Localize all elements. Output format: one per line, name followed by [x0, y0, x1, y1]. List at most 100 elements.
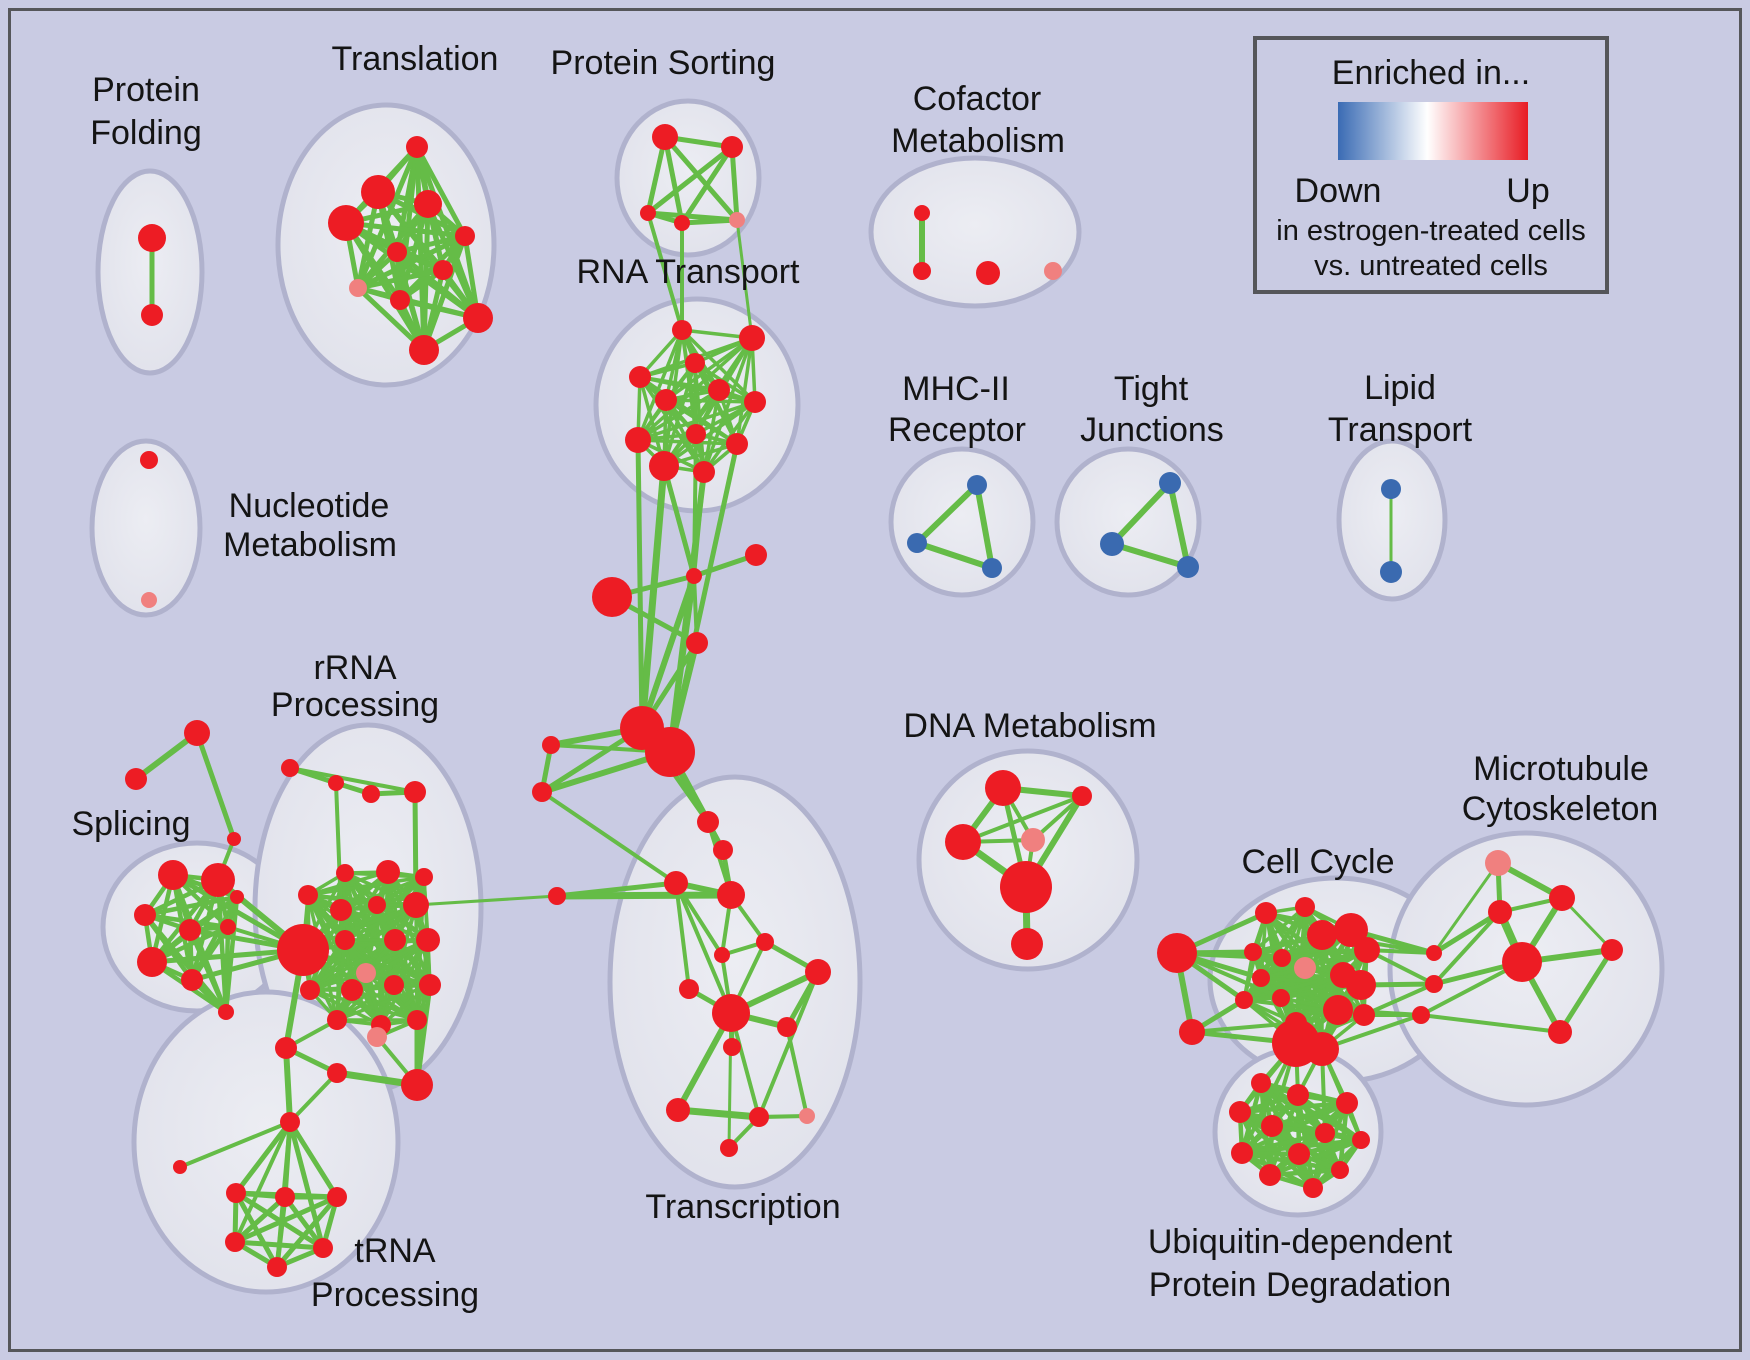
- edge-rrna_processing: [335, 983, 432, 1022]
- node-ubiquitin-0: [1251, 1073, 1271, 1093]
- node-connectors-1: [125, 768, 147, 790]
- cluster-ellipse-cofactor_metabolism: [868, 155, 1082, 309]
- node-transcription-1: [713, 840, 733, 860]
- node-microtubule-2: [1488, 900, 1512, 924]
- node-trna_processing-7: [267, 1257, 287, 1277]
- node-ubiquitin-9: [1331, 1161, 1349, 1179]
- node-transcription-3: [717, 881, 745, 909]
- node-tight_junctions-2: [1177, 556, 1199, 578]
- edge-cell_cycle-microtubule: [1362, 982, 1436, 1017]
- edge-transcription: [674, 1106, 763, 1121]
- edge-translation: [394, 233, 468, 255]
- node-rrna_processing-6: [415, 868, 433, 886]
- node-translation-1: [361, 175, 395, 209]
- edge-cell_cycle: [1190, 1021, 1298, 1034]
- node-cell_cycle-9: [1294, 957, 1316, 979]
- node-splicing-8: [230, 890, 244, 904]
- node-rrna_processing-15: [300, 980, 320, 1000]
- cluster-label-tight_junctions-0: Tight: [1114, 370, 1189, 408]
- edge-protein_sorting: [645, 144, 735, 216]
- cluster-label-translation-0: Translation: [332, 40, 499, 78]
- node-rrna_processing-9: [368, 896, 386, 914]
- edge-trna_processing: [282, 1194, 326, 1251]
- node-rrna_processing-7: [298, 885, 318, 905]
- edge-transcription: [727, 1011, 733, 1150]
- node-rna_transport-9: [726, 433, 748, 455]
- node-trna_processing-5: [225, 1232, 245, 1252]
- node-rrna_processing-3: [404, 781, 426, 803]
- node-connectors-10: [532, 782, 552, 802]
- node-rrna_processing-25: [401, 1069, 433, 1101]
- node-translation-4: [455, 226, 475, 246]
- node-rrna_processing-8: [330, 899, 352, 921]
- edge-translation: [343, 220, 427, 353]
- cluster-label-nucleotide_metabolism-1: Metabolism: [223, 526, 397, 564]
- node-connectors-2: [227, 832, 241, 846]
- node-transcription-8: [712, 994, 750, 1032]
- node-ubiquitin-5: [1315, 1123, 1335, 1143]
- cluster-label-lipid_transport-0: Lipid: [1364, 369, 1436, 407]
- edge-rrna_processing: [339, 875, 426, 912]
- edge-rna_transport: [735, 336, 754, 446]
- cluster-label-trna_processing-1: Processing: [311, 1276, 479, 1314]
- edge-connectors-transcription: [553, 891, 735, 900]
- node-rrna_processing-14: [416, 928, 440, 952]
- cluster-label-cofactor_metabolism-0: Cofactor: [913, 80, 1042, 118]
- cluster-label-transcription-0: Transcription: [645, 1188, 840, 1226]
- node-microtubule-6: [1426, 945, 1442, 961]
- node-splicing-6: [181, 969, 203, 991]
- node-translation-5: [387, 242, 407, 262]
- node-transcription-4: [756, 933, 774, 951]
- edge-trna_processing: [287, 1119, 340, 1200]
- node-trna_processing-0: [280, 1112, 300, 1132]
- edge-rrna_processing: [288, 766, 417, 794]
- node-tight_junctions-1: [1100, 532, 1124, 556]
- node-cofactor_metabolism-0: [914, 205, 930, 221]
- edge-protein_sorting: [662, 134, 740, 223]
- edge-rrna_processing: [308, 938, 347, 992]
- node-microtubule-8: [1412, 1006, 1430, 1024]
- node-transcription-7: [679, 979, 699, 999]
- edge-translation: [414, 144, 468, 239]
- node-cell_cycle-13: [1235, 991, 1253, 1009]
- node-transcription-12: [749, 1107, 769, 1127]
- node-protein_folding-1: [141, 304, 163, 326]
- node-transcription-13: [799, 1108, 815, 1124]
- node-rna_transport-10: [649, 451, 679, 481]
- node-rrna_processing-1: [328, 775, 344, 791]
- node-protein_sorting-1: [721, 136, 743, 158]
- cluster-ellipse-nucleotide_metabolism: [89, 438, 203, 618]
- node-translation-7: [349, 279, 367, 297]
- node-rna_transport-7: [625, 427, 651, 453]
- cluster-label-rrna_processing-0: rRNA: [313, 649, 396, 687]
- node-transcription-10: [723, 1038, 741, 1056]
- edge-translation: [425, 201, 481, 321]
- legend-gradient-bar: [1338, 102, 1528, 160]
- node-transcription-11: [666, 1098, 690, 1122]
- edge-trna_processing: [233, 1119, 293, 1196]
- edge-microtubule: [1432, 861, 1500, 955]
- edge-tight_junctions: [1109, 541, 1191, 570]
- legend-box: [1253, 36, 1609, 294]
- node-splicing-2: [134, 904, 156, 926]
- node-rrna_processing-12: [335, 930, 355, 950]
- edge-cell_cycle: [1251, 905, 1307, 954]
- node-rrna_processing-23: [275, 1037, 297, 1059]
- edge-tight_junctions: [1109, 480, 1173, 547]
- node-rrna_processing-5: [376, 860, 400, 884]
- edge-rna_transport: [702, 336, 754, 474]
- edge-rna_transport: [636, 328, 684, 442]
- edge-mhc_receptor: [914, 482, 980, 546]
- cluster-label-protein_folding-0: Protein: [92, 71, 200, 109]
- node-translation-9: [463, 303, 493, 333]
- edge-microtubule: [1557, 947, 1615, 1035]
- node-dna_metabolism-4: [1000, 861, 1052, 913]
- edge-ubiquitin: [1267, 1167, 1343, 1178]
- edge-rrna_processing-connectors: [414, 894, 559, 907]
- node-splicing-3: [179, 919, 201, 941]
- cluster-label-tight_junctions-1: Junctions: [1080, 411, 1224, 449]
- node-rrna_processing-0: [281, 759, 299, 777]
- node-rrna_processing-4: [336, 864, 354, 882]
- node-ubiquitin-2: [1336, 1092, 1358, 1114]
